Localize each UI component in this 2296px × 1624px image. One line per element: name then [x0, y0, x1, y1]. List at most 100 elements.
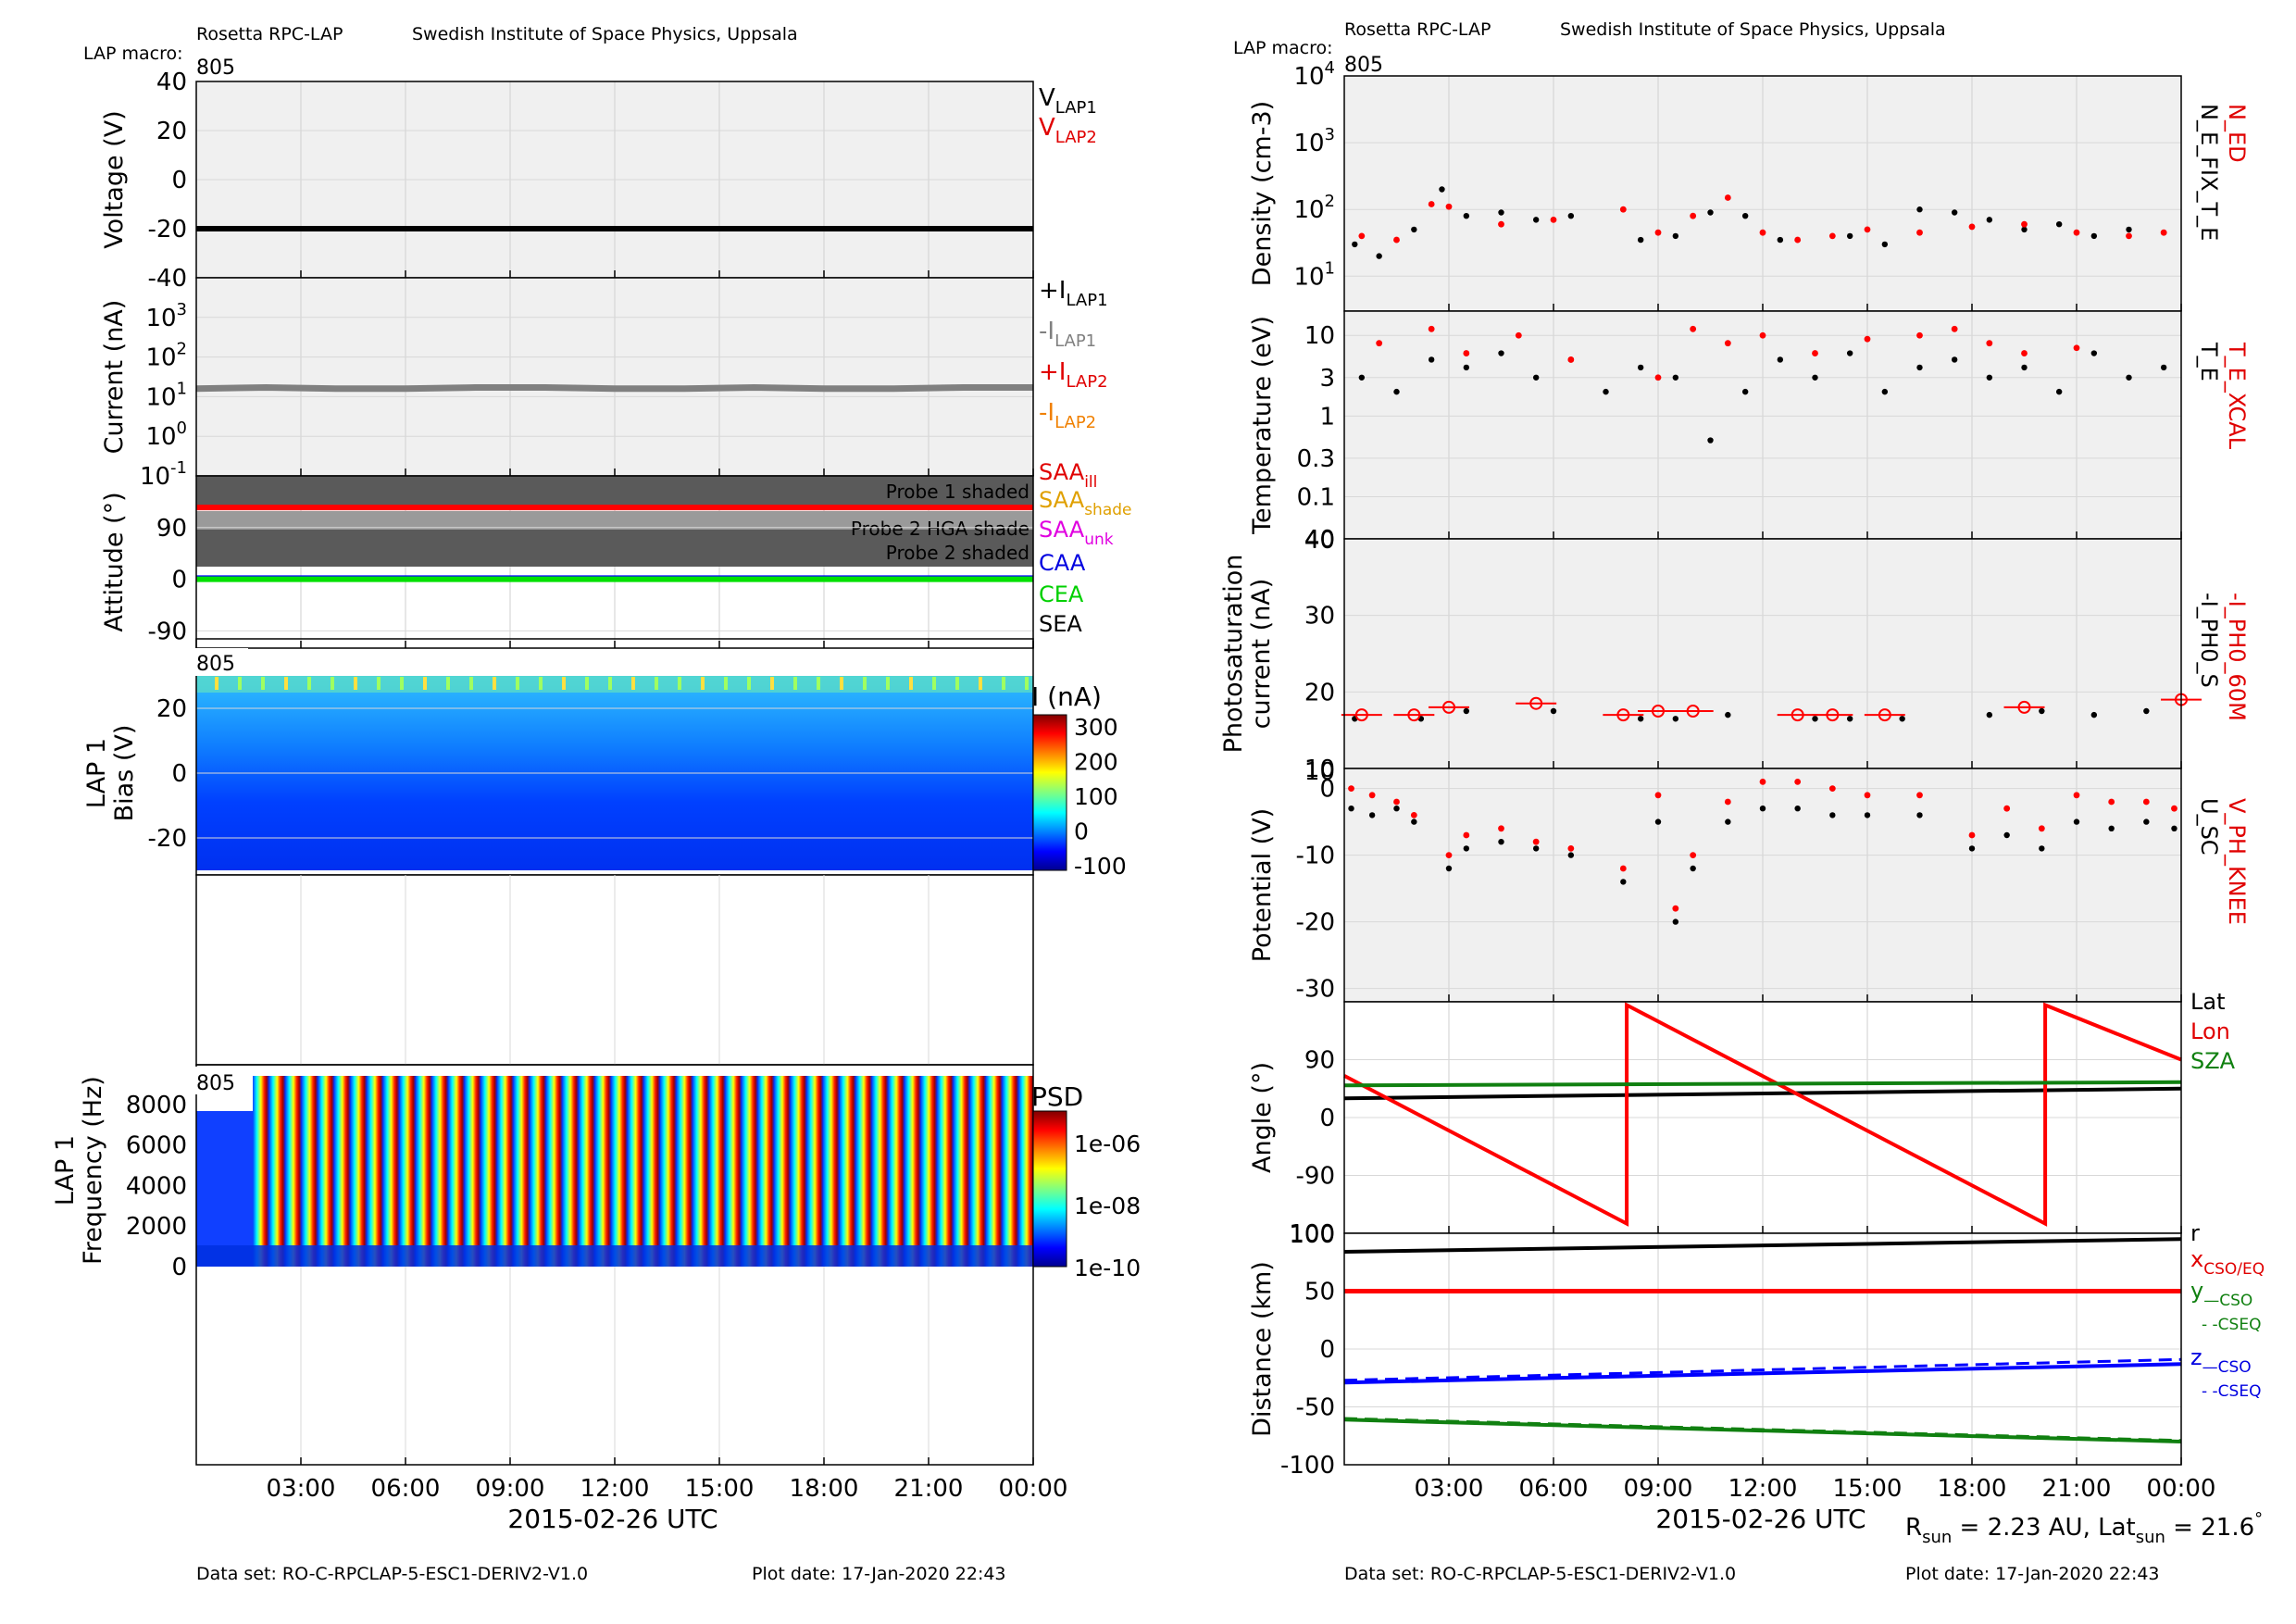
rsun-note: Rsun = 2.23 AU, Latsun = 21.6° [1905, 1509, 2263, 1547]
legend-sza: SZA [2190, 1048, 2236, 1074]
density-panel-ytick-label: 104 [1293, 58, 1335, 91]
bias-heatmap-hot [469, 677, 473, 690]
xtick-label: 03:00 [267, 1475, 336, 1503]
freq-ytick-label: 0 [171, 1254, 187, 1281]
distance-panel-frame [1343, 1232, 2182, 1466]
temperature-point-red [1567, 356, 1575, 363]
voltage-panel-ytick-label: 40 [156, 69, 187, 96]
potential-point-red [1864, 792, 1871, 799]
temperature-panel-ytick-label: 0.1 [1297, 483, 1335, 511]
potential-point-red [2038, 825, 2045, 832]
photosat-point-red [2017, 700, 2031, 714]
potential-point-red [2108, 798, 2115, 806]
photosat-panel-ytick-label: 20 [1304, 679, 1335, 706]
legend-x: xCSO/EQ [2190, 1246, 2265, 1279]
potential-point-red [1463, 831, 1470, 839]
freq-panel-ylabel: Frequency (Hz) [79, 1076, 107, 1265]
distance-panel-ytick-label: -100 [1280, 1452, 1335, 1480]
potential-point-black [2171, 825, 2177, 831]
temperature-point-black [1637, 364, 1644, 371]
potential-point-red [1916, 792, 1923, 799]
bias-colorbar [1032, 714, 1067, 871]
xtick-label: 06:00 [371, 1475, 441, 1503]
angle-series-Lat [1343, 1086, 2182, 1101]
angle-series-Lon [1343, 1002, 2182, 1227]
xtick-label: 18:00 [790, 1475, 859, 1503]
density-panel-ytick-label: 102 [1293, 192, 1335, 224]
photosat-point-black [1637, 716, 1644, 722]
bias-panel-ytick-label: -20 [148, 825, 187, 853]
density-point-red [1690, 212, 1697, 219]
legend-n-e-fix-t-e: N_E_FIX_T_E [2196, 104, 2222, 241]
left-macro-value: 805 [196, 56, 235, 80]
potential-point-black [1567, 852, 1575, 858]
potential-point-black [2073, 818, 2080, 825]
density-point-red [1358, 232, 1366, 240]
potential-point-red [2003, 805, 2011, 812]
bias-heatmap-hot [909, 677, 913, 690]
temperature-panel-ytick-label: 10 [1304, 322, 1335, 350]
density-point-black [1532, 217, 1540, 223]
temperature-point-red [1812, 350, 1818, 356]
legend-y-cseq: - -CSEQ [2202, 1316, 2261, 1334]
density-point-black [1672, 232, 1679, 240]
density-point-black [2055, 220, 2063, 228]
density-point-red [2021, 220, 2028, 228]
attitude-panel-frame [195, 475, 1034, 649]
photosat-point-red [1442, 700, 1455, 714]
potential-point-black [1532, 845, 1540, 852]
legend-saa-unk: SAAunk [1039, 517, 1114, 549]
temperature-point-black [2055, 388, 2063, 395]
density-point-black [2126, 226, 2132, 233]
potential-point-black [1368, 812, 1376, 818]
legend-n-ed: N_ED [2224, 104, 2250, 163]
temperature-panel-ytick-label: 3 [1319, 365, 1335, 393]
bias-heatmap-hot [1002, 677, 1005, 690]
temperature-point-black [2126, 374, 2132, 381]
voltage-panel-ytick-label: -40 [148, 265, 187, 293]
density-point-red [1828, 232, 1836, 240]
density-point-black [1411, 226, 1417, 233]
freq-colorbar [1032, 1110, 1067, 1268]
bias-heatmap-hot [747, 677, 751, 690]
left-institute: Swedish Institute of Space Physics, Upps… [412, 24, 798, 44]
photosat-panel-ytick-label: 30 [1304, 603, 1335, 631]
photosat-panel-ylabel: Photosaturation [1219, 555, 1248, 754]
density-panel-ytick-label: 103 [1293, 125, 1335, 157]
density-point-black [1741, 212, 1749, 219]
freq-heatmap-left [196, 1111, 253, 1267]
bias-heatmap-hot [400, 677, 404, 690]
temperature-point-black [1428, 356, 1435, 363]
photosat-point-black [2090, 711, 2098, 718]
distance-panel-ytick-label: 100 [1289, 1220, 1335, 1248]
photosat-point-red [1652, 705, 1665, 718]
legend-t-e: T_E [2196, 342, 2222, 381]
potential-point-red [2073, 792, 2080, 799]
bias-heatmap-hot [307, 677, 311, 690]
density-point-red [1654, 229, 1662, 236]
temperature-point-black [1358, 374, 1366, 381]
bias-heatmap-hot [724, 677, 728, 690]
temperature-point-red [1515, 331, 1522, 339]
bias-heatmap-hot [238, 677, 242, 690]
potential-point-black [1829, 812, 1836, 818]
photosat-point-red [1529, 696, 1543, 710]
potential-point-black [1864, 812, 1871, 818]
photosat-panel-ytick-label: 10 [1304, 756, 1335, 783]
density-point-black [1707, 209, 1714, 216]
potential-panel-ylabel: Potential (V) [1248, 808, 1277, 962]
potential-point-red [1968, 831, 1976, 839]
current-panel-ytick-label: 101 [145, 379, 187, 411]
potential-point-red [1654, 792, 1662, 799]
potential-panel-ytick-label: -10 [1296, 843, 1335, 870]
left-title: Rosetta RPC-LAP [196, 24, 343, 44]
shade-label-probe2: Probe 2 shaded [886, 542, 1029, 564]
potential-panel-ytick-label: -30 [1296, 976, 1335, 1004]
density-point-black [1439, 186, 1445, 193]
freq-panel-ylabel: LAP 1 [51, 1135, 80, 1206]
bias-heatmap-hot [215, 677, 218, 690]
potential-panel-ytick-label: 0 [1319, 776, 1335, 804]
temperature-point-black [1741, 388, 1749, 395]
photosat-point-red [1616, 708, 1630, 722]
freq-ytick-label: 2000 [126, 1213, 187, 1241]
